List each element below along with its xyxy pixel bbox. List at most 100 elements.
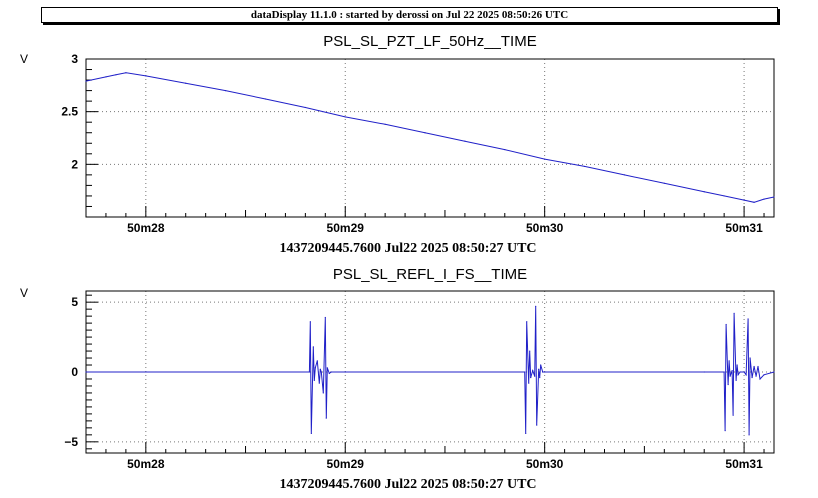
x-axis-label: 1437209445.7600 Jul22 2025 08:50:27 UTC — [279, 241, 536, 256]
x-tick-label: 50m28 — [127, 457, 165, 471]
data-point — [316, 360, 318, 362]
data-point — [743, 199, 745, 201]
data-point — [539, 376, 541, 379]
data-point — [538, 368, 540, 370]
x-tick-label: 50m29 — [327, 457, 365, 471]
x-axis-label: 1437209445.7600 Jul22 2025 08:50:27 UTC — [279, 477, 536, 492]
data-point — [322, 392, 324, 394]
data-point — [464, 140, 466, 142]
data-point — [751, 376, 753, 379]
data-point — [739, 371, 741, 373]
data-point — [729, 375, 731, 377]
plot-frame — [85, 58, 775, 218]
data-point — [328, 372, 330, 374]
x-tick-label: 50m30 — [526, 457, 564, 471]
data-point — [309, 321, 311, 323]
data-point — [115, 74, 117, 76]
data-point — [304, 106, 306, 109]
data-point — [743, 371, 745, 373]
data-point — [532, 370, 534, 372]
data-point — [528, 382, 530, 384]
data-point — [344, 371, 346, 373]
data-point — [542, 371, 544, 373]
data-point — [725, 323, 727, 326]
data-point — [736, 364, 738, 366]
chart-title: PSL_SL_REFL_I_FS__TIME — [333, 266, 527, 283]
data-point — [535, 305, 537, 307]
data-point — [759, 378, 761, 380]
y-tick-label: 5 — [71, 295, 78, 309]
data-point — [534, 375, 536, 377]
data-point — [105, 76, 107, 78]
data-point — [313, 379, 315, 381]
data-point — [324, 316, 326, 319]
y-tick-label: 0 — [71, 365, 78, 379]
data-point — [753, 201, 755, 203]
data-point — [663, 182, 665, 184]
data-point — [757, 365, 759, 368]
data-point — [763, 198, 765, 200]
data-point — [735, 379, 737, 381]
data-point — [264, 98, 267, 100]
data-point — [727, 383, 729, 386]
data-point — [703, 371, 705, 373]
data-point — [724, 430, 726, 432]
data-point — [530, 376, 532, 379]
data-point — [529, 350, 531, 352]
data-point — [583, 165, 586, 168]
data-point — [185, 82, 187, 84]
data-point — [320, 371, 322, 373]
y-axis-label: V — [20, 52, 28, 66]
data-point — [325, 417, 327, 419]
data-point — [733, 312, 735, 314]
x-tick-label: 50m30 — [526, 221, 564, 235]
data-point — [732, 414, 734, 416]
data-point — [526, 321, 528, 323]
chart-title: PSL_SL_PZT_LF_50Hz__TIME — [323, 33, 536, 50]
data-point — [145, 75, 147, 77]
series-line-1 — [86, 306, 775, 435]
data-point — [544, 371, 546, 373]
data-point — [749, 357, 751, 359]
data-point — [312, 346, 314, 348]
x-tick-label: 50m28 — [127, 221, 165, 235]
header-title-box: dataDisplay 11.1.0 : started by derossi … — [41, 7, 778, 23]
data-point — [318, 382, 320, 384]
data-point — [85, 80, 87, 82]
y-tick-label: 2.5 — [61, 105, 78, 119]
data-point — [319, 368, 321, 370]
data-point — [703, 191, 705, 193]
y-axis-label: V — [20, 286, 28, 300]
header-title: dataDisplay 11.1.0 : started by derossi … — [250, 9, 569, 21]
data-point — [344, 116, 346, 118]
data-point — [773, 371, 775, 373]
x-tick-label: 50m31 — [725, 457, 763, 471]
data-point — [755, 375, 757, 377]
data-point — [753, 365, 755, 368]
data-point — [544, 158, 546, 160]
data-point — [504, 148, 506, 151]
data-point — [536, 424, 538, 426]
x-tick-label: 50m31 — [725, 221, 763, 235]
data-point — [384, 123, 386, 125]
data-point — [85, 371, 87, 373]
y-tick-label: 2 — [71, 157, 78, 171]
data-point — [326, 367, 328, 369]
data-point — [540, 364, 542, 366]
data-point — [330, 371, 332, 373]
data-point — [723, 195, 725, 197]
data-point — [773, 196, 775, 198]
data-point — [310, 432, 312, 435]
data-point — [745, 374, 747, 376]
data-point — [125, 72, 127, 74]
data-point — [763, 374, 765, 376]
data-point — [525, 432, 527, 435]
data-point — [314, 367, 316, 369]
data-point — [623, 174, 626, 176]
data-point — [748, 434, 750, 436]
data-point — [224, 90, 227, 92]
series-line-1 — [85, 72, 775, 203]
data-point — [524, 371, 526, 373]
data-point — [424, 132, 426, 134]
